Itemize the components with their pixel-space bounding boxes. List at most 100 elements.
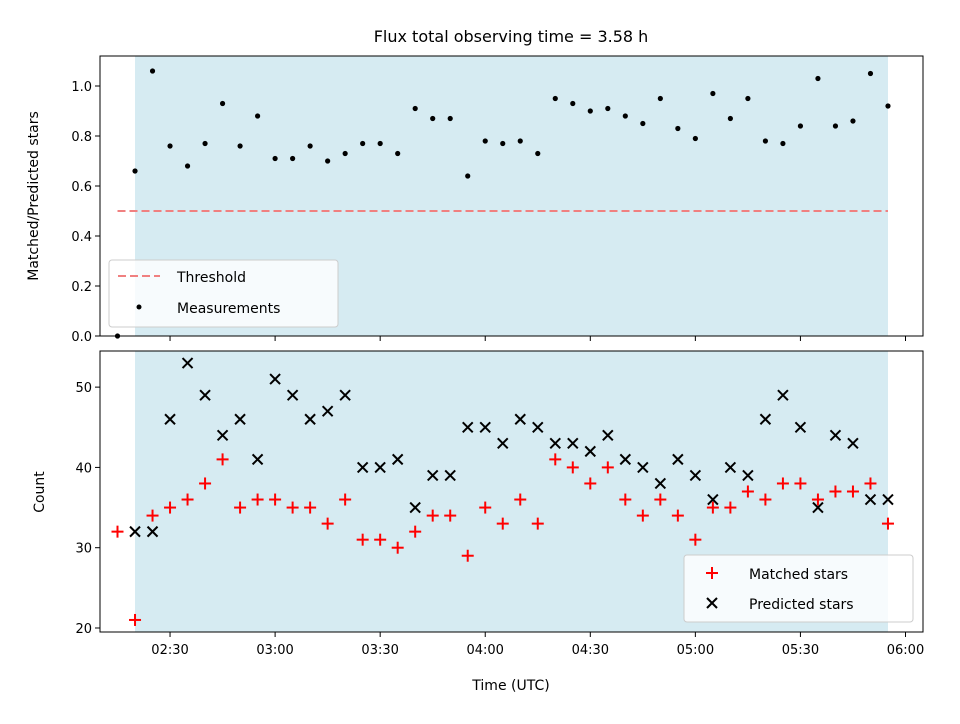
- measurement-point: [710, 90, 716, 97]
- predicted-star-point: [777, 389, 789, 401]
- measurement-point: [167, 143, 173, 149]
- measurement-point: [360, 140, 366, 147]
- measurement-point: [184, 163, 191, 169]
- predicted-star-stroke: [689, 469, 702, 482]
- top-legend: Threshold Measurements: [108, 259, 339, 328]
- predicted-star-stroke: [637, 461, 649, 474]
- matched-star-point: [619, 493, 632, 506]
- measurement-point: [272, 155, 278, 162]
- predicted-star-point: [216, 429, 229, 442]
- measurement-point: [727, 115, 733, 122]
- top-y-tick-label: 1.0: [71, 80, 92, 95]
- legend-measurements-swatch: [136, 304, 142, 310]
- matched-star-point: [181, 493, 194, 506]
- measurement-point: [342, 150, 348, 157]
- predicted-star-stroke: [549, 437, 561, 450]
- predicted-star-point: [269, 373, 281, 385]
- matched-star-point: [881, 517, 894, 530]
- legend-matched-swatch: [706, 567, 718, 579]
- predicted-star-stroke: [164, 413, 176, 425]
- matched-star-point: [321, 517, 334, 530]
- predicted-star-point: [286, 389, 299, 401]
- top-y-tick-label: 0.0: [71, 330, 92, 345]
- measurement-point: [482, 138, 488, 144]
- matched-star-point: [391, 541, 404, 554]
- matched-star-point: [461, 549, 474, 562]
- measurement-point: [745, 95, 751, 102]
- predicted-star-stroke: [426, 469, 439, 482]
- top-y-tick-label: 0.4: [71, 230, 92, 245]
- measurement-point: [430, 115, 436, 122]
- predicted-star-point: [759, 413, 772, 425]
- predicted-star-stroke: [759, 413, 772, 425]
- predicted-star-point: [567, 437, 579, 450]
- predicted-star-stroke: [812, 501, 824, 514]
- measurement-point: [850, 118, 856, 124]
- chart-title: Flux total observing time = 3.58 h: [374, 27, 649, 46]
- predicted-star-point: [339, 389, 351, 401]
- matched-star-point: [654, 493, 667, 506]
- measurement-point: [797, 123, 804, 129]
- predicted-star-stroke: [129, 525, 141, 538]
- predicted-star-point: [724, 461, 737, 474]
- matched-star-point: [846, 485, 859, 498]
- measurement-point: [622, 113, 628, 119]
- matched-star-point: [759, 493, 772, 506]
- measurement-point: [325, 158, 331, 164]
- matched-star-point: [251, 493, 264, 506]
- measurement-point: [447, 115, 453, 122]
- predicted-star-point: [181, 357, 194, 369]
- predicted-star-point: [532, 421, 544, 433]
- measurement-point: [587, 108, 593, 114]
- predicted-star-point: [742, 469, 754, 482]
- legend-measurements-label: Measurements: [177, 301, 280, 317]
- bottom-y-tick-label: 30: [75, 542, 92, 557]
- predicted-star-point: [882, 493, 894, 506]
- predicted-star-stroke: [532, 421, 544, 433]
- predicted-star-stroke: [339, 389, 351, 401]
- predicted-star-point: [129, 525, 141, 538]
- predicted-star-stroke: [444, 469, 456, 482]
- predicted-star-point: [847, 437, 859, 450]
- predicted-star-point: [584, 445, 597, 458]
- predicted-star-stroke: [777, 389, 789, 401]
- predicted-star-stroke: [286, 389, 299, 401]
- predicted-star-stroke: [216, 429, 229, 442]
- matched-star-point: [584, 477, 597, 490]
- x-tick-label: 02:30: [151, 643, 188, 658]
- measurement-point: [535, 150, 541, 157]
- predicted-star-point: [164, 413, 176, 425]
- matched-star-point: [601, 461, 614, 474]
- predicted-star-stroke: [602, 429, 614, 442]
- matched-star-point: [286, 501, 299, 514]
- measurement-point: [692, 135, 698, 142]
- predicted-star-stroke: [251, 453, 264, 466]
- predicted-star-point: [549, 437, 561, 450]
- matched-star-point: [549, 453, 562, 466]
- predicted-star-stroke: [567, 437, 579, 450]
- matched-star-point: [706, 501, 719, 514]
- predicted-star-point: [794, 421, 807, 433]
- predicted-star-point: [444, 469, 456, 482]
- predicted-star-stroke: [514, 413, 526, 425]
- predicted-star-point: [391, 453, 404, 466]
- legend-predicted-label: Predicted stars: [749, 597, 854, 613]
- predicted-star-stroke: [584, 445, 597, 458]
- matched-star-point: [111, 525, 124, 538]
- matched-star-point: [479, 501, 492, 514]
- bottom-legend-box: [683, 554, 914, 623]
- matched-star-point: [689, 533, 702, 546]
- matched-star-point: [304, 501, 317, 514]
- matched-star-point: [374, 533, 387, 546]
- predicted-star-stroke: [707, 493, 719, 506]
- top-legend-box: [108, 259, 339, 328]
- measurement-point: [149, 68, 156, 74]
- matched-star-point: [531, 517, 544, 530]
- measurement-point: [377, 140, 383, 147]
- matched-star-point: [514, 493, 527, 506]
- predicted-star-point: [654, 477, 667, 490]
- matched-star-point: [356, 533, 369, 546]
- predicted-star-stroke: [864, 493, 877, 506]
- predicted-star-point: [479, 421, 491, 433]
- predicted-star-stroke: [181, 357, 194, 369]
